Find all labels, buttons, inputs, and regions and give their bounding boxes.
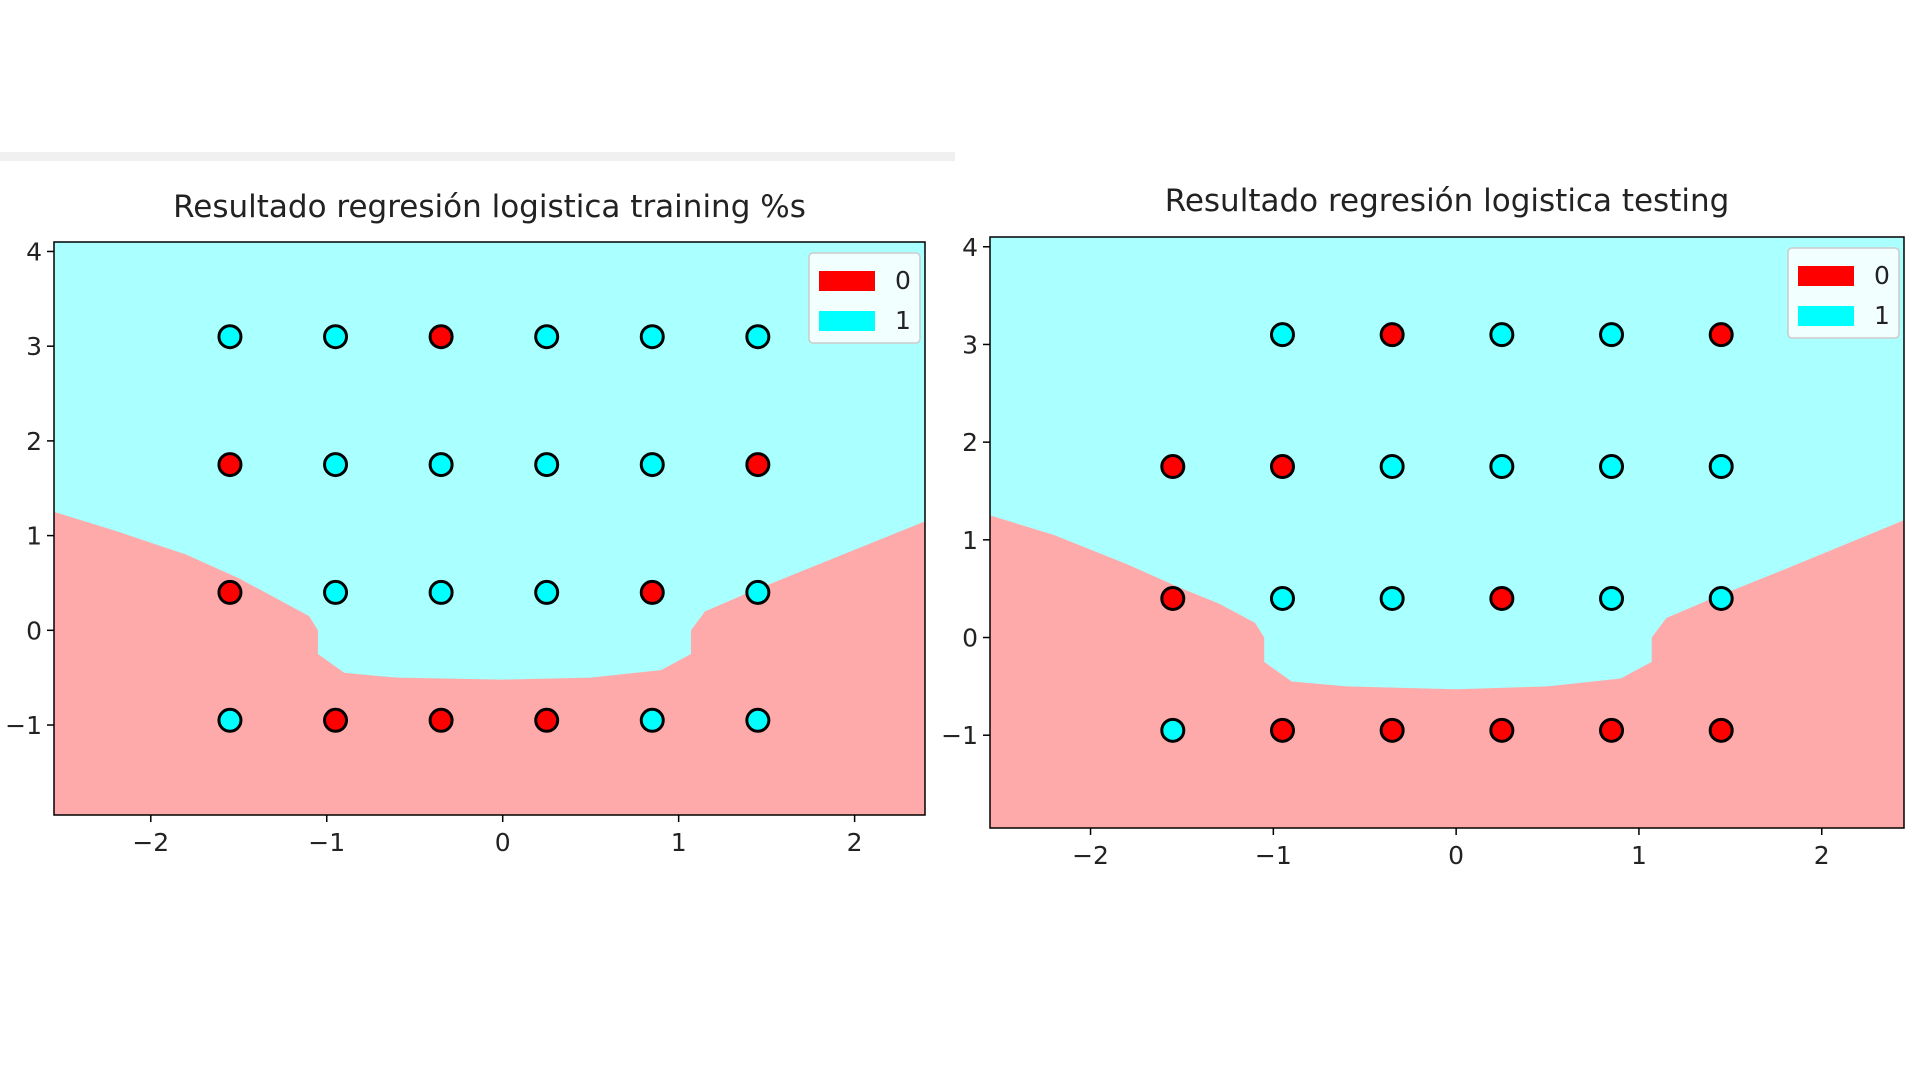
legend-swatch bbox=[819, 271, 875, 291]
point-class-1 bbox=[745, 579, 771, 605]
legend-swatch bbox=[819, 311, 875, 331]
x-tick-label: −1 bbox=[1255, 841, 1292, 870]
legend-label: 1 bbox=[1874, 301, 1890, 330]
point-class-1 bbox=[639, 707, 665, 733]
legend-label: 1 bbox=[895, 306, 911, 335]
y-tick-label: 0 bbox=[26, 616, 42, 645]
point-class-1 bbox=[639, 452, 665, 478]
x-tick-label: 1 bbox=[1631, 841, 1647, 870]
point-class-1 bbox=[1489, 454, 1515, 480]
point-class-0 bbox=[1379, 717, 1405, 743]
region-class-0 bbox=[54, 511, 925, 815]
x-tick-label: −2 bbox=[132, 828, 169, 857]
point-class-1 bbox=[323, 452, 349, 478]
point-class-1 bbox=[534, 579, 560, 605]
point-class-1 bbox=[428, 452, 454, 478]
legend: 01 bbox=[1787, 247, 1900, 339]
y-tick-label: 2 bbox=[962, 428, 978, 457]
point-class-0 bbox=[217, 452, 243, 478]
point-class-0 bbox=[428, 707, 454, 733]
point-class-1 bbox=[1379, 454, 1405, 480]
point-class-0 bbox=[1489, 717, 1515, 743]
region-class-0 bbox=[990, 515, 1904, 828]
point-class-1 bbox=[1489, 322, 1515, 348]
point-class-1 bbox=[1160, 717, 1186, 743]
x-tick-label: −2 bbox=[1072, 841, 1109, 870]
point-class-1 bbox=[1599, 322, 1625, 348]
point-class-0 bbox=[745, 452, 771, 478]
y-tick-label: 1 bbox=[962, 526, 978, 555]
legend: 01 bbox=[808, 252, 921, 344]
point-class-1 bbox=[1379, 585, 1405, 611]
y-tick-label: 4 bbox=[962, 233, 978, 262]
legend-swatch bbox=[1798, 266, 1854, 286]
point-class-1 bbox=[639, 324, 665, 350]
point-class-1 bbox=[217, 324, 243, 350]
point-class-0 bbox=[1708, 322, 1734, 348]
x-tick-label: 0 bbox=[495, 828, 511, 857]
x-tick-label: 2 bbox=[847, 828, 863, 857]
y-tick-label: −1 bbox=[5, 711, 42, 740]
point-class-1 bbox=[323, 324, 349, 350]
legend-label: 0 bbox=[895, 266, 911, 295]
point-class-1 bbox=[745, 707, 771, 733]
x-tick-label: 2 bbox=[1814, 841, 1830, 870]
point-class-1 bbox=[1269, 322, 1295, 348]
legend-label: 0 bbox=[1874, 261, 1890, 290]
y-tick-label: 3 bbox=[962, 330, 978, 359]
point-class-0 bbox=[1160, 585, 1186, 611]
y-tick-label: 1 bbox=[26, 522, 42, 551]
point-class-0 bbox=[1269, 717, 1295, 743]
point-class-1 bbox=[534, 324, 560, 350]
point-class-0 bbox=[534, 707, 560, 733]
chart-title: Resultado regresión logistica testing bbox=[1165, 183, 1730, 219]
x-tick-label: 1 bbox=[671, 828, 687, 857]
y-tick-label: 2 bbox=[26, 427, 42, 456]
point-class-1 bbox=[1269, 585, 1295, 611]
y-tick-label: 4 bbox=[26, 237, 42, 266]
point-class-1 bbox=[1708, 454, 1734, 480]
legend-swatch bbox=[1798, 306, 1854, 326]
axes-frame bbox=[53, 241, 926, 816]
axes-frame bbox=[989, 236, 1905, 829]
point-class-0 bbox=[1708, 717, 1734, 743]
point-class-0 bbox=[428, 324, 454, 350]
point-class-1 bbox=[323, 579, 349, 605]
y-tick-label: 0 bbox=[962, 624, 978, 653]
point-class-1 bbox=[534, 452, 560, 478]
point-class-1 bbox=[428, 579, 454, 605]
point-class-0 bbox=[1379, 322, 1405, 348]
point-class-0 bbox=[323, 707, 349, 733]
chart-title: Resultado regresión logistica training %… bbox=[173, 189, 806, 225]
y-tick-label: 3 bbox=[26, 332, 42, 361]
point-class-1 bbox=[1708, 585, 1734, 611]
point-class-0 bbox=[1599, 717, 1625, 743]
point-class-0 bbox=[639, 579, 665, 605]
point-class-0 bbox=[217, 579, 243, 605]
y-tick-label: −1 bbox=[941, 721, 978, 750]
point-class-0 bbox=[1489, 585, 1515, 611]
point-class-0 bbox=[1269, 454, 1295, 480]
point-class-1 bbox=[1599, 454, 1625, 480]
point-class-1 bbox=[217, 707, 243, 733]
x-tick-label: −1 bbox=[308, 828, 345, 857]
point-class-1 bbox=[745, 324, 771, 350]
point-class-1 bbox=[1599, 585, 1625, 611]
top-divider bbox=[0, 152, 955, 161]
point-class-0 bbox=[1160, 454, 1186, 480]
x-tick-label: 0 bbox=[1448, 841, 1464, 870]
